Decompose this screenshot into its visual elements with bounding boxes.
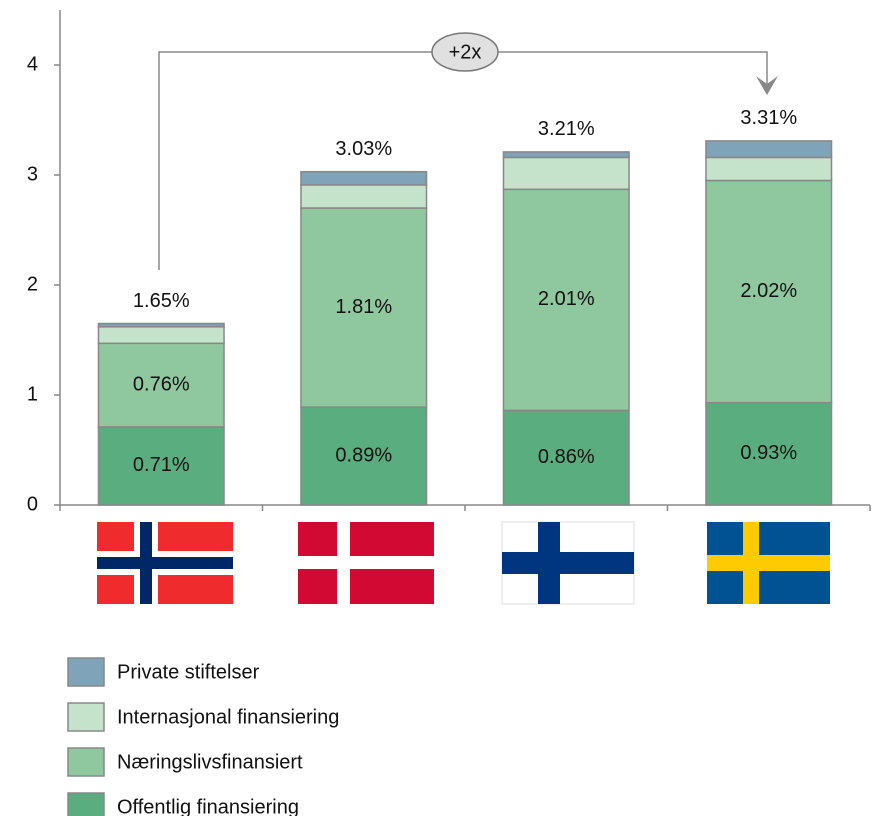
value-label: 1.81% [335,296,392,318]
flag-finland [501,521,635,605]
y-tick-label: 3 [27,163,38,185]
bar-segment [300,406,428,506]
value-label: 2.02% [740,280,797,302]
legend-label: Private stiftelser [117,661,260,683]
bar-segment [705,401,833,506]
bar-segment [97,322,225,328]
bar-segment [97,326,225,345]
value-label: 0.86% [538,446,595,468]
total-label: 1.65% [133,290,190,312]
bar-segment [502,188,630,412]
value-label: 0.76% [133,373,190,395]
bar-segment [705,156,833,182]
legend-swatch [67,657,105,687]
annotation: +2x [449,41,482,63]
total-label: 3.03% [335,138,392,160]
bar-segment [502,156,630,191]
value-label: 0.89% [335,444,392,466]
flag-norway [97,522,233,604]
y-tick-label: 4 [27,53,38,75]
bar-segment [705,179,833,404]
bar-segment [300,184,428,209]
bar-segment [705,140,833,159]
flag-sweden [707,522,830,604]
annotation-bracket [158,51,768,270]
y-tick-label: 2 [27,273,38,295]
bar-segment [502,409,630,506]
legend-label: Internasjonal finansiering [117,706,339,728]
value-label: 0.93% [740,442,797,464]
value-label: 2.01% [538,288,595,310]
bar-segment [300,170,428,186]
value-label: 0.71% [133,454,190,476]
total-label: 3.31% [740,107,797,129]
legend-swatch [67,747,105,777]
total-label: 3.21% [538,118,595,140]
annotation-bubble [431,32,499,72]
bar-segment [97,342,225,428]
bar-segment [300,207,428,408]
flag-denmark [298,522,434,604]
annotation-arrow [756,76,778,95]
legend-label: Næringslivsfinansiert [117,751,303,773]
legend-swatch [67,792,105,816]
y-tick-label: 1 [27,383,38,405]
legend-label: Offentlig finansiering [117,796,299,816]
legend-swatch [67,702,105,732]
bar-segment [502,151,630,159]
y-tick-label: 0 [27,493,38,515]
